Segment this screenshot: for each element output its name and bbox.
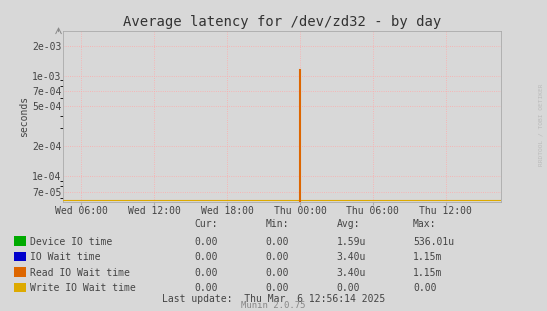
Text: Max:: Max: — [413, 219, 437, 229]
Text: 536.01u: 536.01u — [413, 237, 454, 247]
Text: 0.00: 0.00 — [413, 283, 437, 293]
Text: 0.00: 0.00 — [194, 283, 218, 293]
Text: Munin 2.0.75: Munin 2.0.75 — [241, 301, 306, 310]
Text: IO Wait time: IO Wait time — [30, 252, 101, 262]
Text: Cur:: Cur: — [194, 219, 218, 229]
Text: Read IO Wait time: Read IO Wait time — [30, 268, 130, 278]
Text: 0.00: 0.00 — [194, 252, 218, 262]
Y-axis label: seconds: seconds — [19, 96, 30, 137]
Title: Average latency for /dev/zd32 - by day: Average latency for /dev/zd32 - by day — [123, 15, 441, 29]
Text: 0.00: 0.00 — [265, 252, 289, 262]
Text: Min:: Min: — [265, 219, 289, 229]
Text: 3.40u: 3.40u — [336, 268, 366, 278]
Text: 0.00: 0.00 — [194, 268, 218, 278]
Text: 0.00: 0.00 — [336, 283, 360, 293]
Text: Avg:: Avg: — [336, 219, 360, 229]
Text: 0.00: 0.00 — [265, 268, 289, 278]
Text: RRDTOOL / TOBI OETIKER: RRDTOOL / TOBI OETIKER — [538, 83, 543, 166]
Text: Write IO Wait time: Write IO Wait time — [30, 283, 136, 293]
Text: 0.00: 0.00 — [265, 283, 289, 293]
Text: 1.15m: 1.15m — [413, 252, 443, 262]
Text: 0.00: 0.00 — [194, 237, 218, 247]
Text: 3.40u: 3.40u — [336, 252, 366, 262]
Text: 1.59u: 1.59u — [336, 237, 366, 247]
Text: 0.00: 0.00 — [265, 237, 289, 247]
Text: 1.15m: 1.15m — [413, 268, 443, 278]
Text: Device IO time: Device IO time — [30, 237, 112, 247]
Text: Last update:  Thu Mar  6 12:56:14 2025: Last update: Thu Mar 6 12:56:14 2025 — [162, 294, 385, 304]
